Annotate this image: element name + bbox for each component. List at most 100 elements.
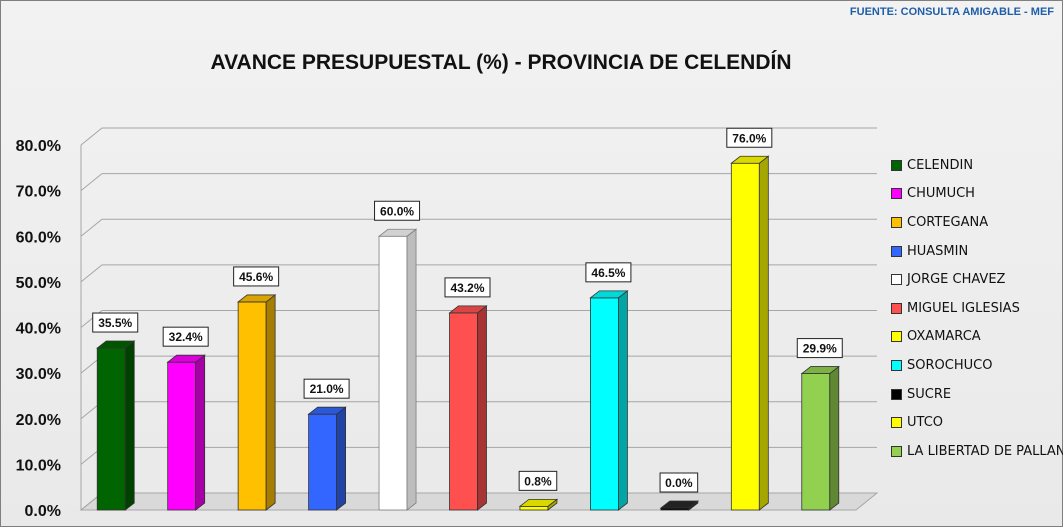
bar-side xyxy=(336,406,346,511)
y-tick-label: 30.0% xyxy=(16,366,61,383)
bar-front xyxy=(590,297,619,511)
bar-front xyxy=(378,235,408,511)
data-label-box xyxy=(518,470,558,491)
bar-top xyxy=(800,366,840,374)
bar-front xyxy=(308,413,337,511)
data-label-text: 29.9% xyxy=(803,342,837,356)
bar-front xyxy=(801,373,831,511)
data-label-box xyxy=(92,312,139,333)
legend-swatch xyxy=(891,245,902,257)
legend-item: CORTEGANA xyxy=(891,208,1063,237)
data-label-text: 35.5% xyxy=(98,316,132,330)
y-tick-label: 20.0% xyxy=(16,412,61,429)
bar-side xyxy=(758,155,769,511)
data-label: 21.0% xyxy=(303,378,350,399)
legend-item: HUASMIN xyxy=(891,237,1063,266)
bar-top xyxy=(96,340,136,349)
bar xyxy=(377,228,418,511)
data-label: 76.0% xyxy=(726,127,773,148)
legend-label: CHUMUCH xyxy=(907,186,975,202)
grid xyxy=(79,127,879,511)
legend-item: SUCRE xyxy=(891,380,1063,409)
bar xyxy=(518,498,559,511)
legend-label: SOROCHUCO xyxy=(907,357,993,373)
legend-label: CELENDIN xyxy=(907,157,974,173)
bar xyxy=(730,155,770,511)
bar xyxy=(589,290,629,511)
bar-top xyxy=(730,155,770,164)
data-label-text: 32.4% xyxy=(169,330,203,344)
data-label-box xyxy=(233,266,280,287)
legend-item: LA LIBERTAD DE PALLAN xyxy=(891,437,1063,466)
y-tick-label: 60.0% xyxy=(16,229,61,246)
data-label-box xyxy=(796,338,843,359)
y-tick-label: 70.0% xyxy=(16,184,61,201)
bar-top xyxy=(518,498,559,507)
bar-side xyxy=(406,228,417,511)
bar-front xyxy=(237,301,267,511)
legend-swatch xyxy=(891,331,902,343)
data-label-box xyxy=(659,472,699,493)
data-label: 45.6% xyxy=(233,266,280,287)
data-label-text: 60.0% xyxy=(380,204,414,218)
legend-label: JORGE CHAVEZ xyxy=(907,272,1006,288)
legend-item: MIGUEL IGLESIAS xyxy=(891,294,1063,323)
bar-front xyxy=(519,505,549,511)
y-tick-label: 80.0% xyxy=(16,138,61,155)
bar-side xyxy=(124,340,135,511)
data-label-box xyxy=(303,378,350,399)
bar-top xyxy=(307,406,347,415)
bar-front xyxy=(167,361,197,511)
data-label: 60.0% xyxy=(374,200,421,221)
legend-swatch xyxy=(891,359,902,371)
bar-front xyxy=(96,347,126,511)
y-tick-label: 0.0% xyxy=(25,503,61,520)
data-label-text: 0.8% xyxy=(524,474,552,488)
data-label-box xyxy=(162,326,209,347)
legend-item: JORGE CHAVEZ xyxy=(891,265,1063,294)
data-label-box xyxy=(444,277,491,298)
legend-swatch xyxy=(891,417,902,429)
bar xyxy=(166,354,206,511)
legend-item: CHUMUCH xyxy=(891,180,1063,209)
bar-top xyxy=(448,305,488,314)
legend-label: MIGUEL IGLESIAS xyxy=(907,300,1020,316)
gridline xyxy=(80,127,877,146)
bar xyxy=(659,500,700,511)
legend-item: OXAMARCA xyxy=(891,323,1063,352)
bar-side xyxy=(477,305,487,511)
legend-swatch xyxy=(891,388,902,400)
bar-side xyxy=(829,365,840,511)
data-label: 0.8% xyxy=(518,470,558,491)
chart-title: AVANCE PRESUPUESTAL (%) - PROVINCIA DE C… xyxy=(210,51,792,74)
data-label-box xyxy=(726,127,773,148)
bar-front xyxy=(449,312,478,511)
bar-side xyxy=(195,354,206,511)
legend-item: CELENDIN xyxy=(891,151,1063,180)
bar xyxy=(236,294,277,511)
y-tick-label: 50.0% xyxy=(16,275,61,292)
data-label: 29.9% xyxy=(796,338,843,359)
gridline xyxy=(80,173,877,192)
y-axis: 0.0% 10.0% 20.0% 30.0% 40.0% 50.0% 60.0% 70.0% 8… xyxy=(16,138,61,520)
data-label: 35.5% xyxy=(92,312,139,333)
legend-label: CORTEGANA xyxy=(907,214,989,230)
y-tick-label: 10.0% xyxy=(16,457,61,474)
legend-swatch xyxy=(891,302,902,314)
legend-label: LA LIBERTAD DE PALLAN xyxy=(907,443,1063,459)
bar-side xyxy=(265,294,276,511)
data-label: 46.5% xyxy=(585,262,632,283)
data-label: 32.4% xyxy=(162,326,209,347)
bar-top xyxy=(589,290,629,299)
legend-swatch xyxy=(891,159,902,171)
legend-item: SOROCHUCO xyxy=(891,351,1063,380)
bar-top xyxy=(166,354,206,363)
data-label: 0.0% xyxy=(659,472,699,493)
bar-top xyxy=(236,294,277,303)
data-label-text: 45.6% xyxy=(239,270,273,284)
data-label: 43.2% xyxy=(444,277,491,298)
bar-top xyxy=(659,500,700,509)
bar-top xyxy=(377,228,418,237)
legend-label: SUCRE xyxy=(907,386,952,402)
